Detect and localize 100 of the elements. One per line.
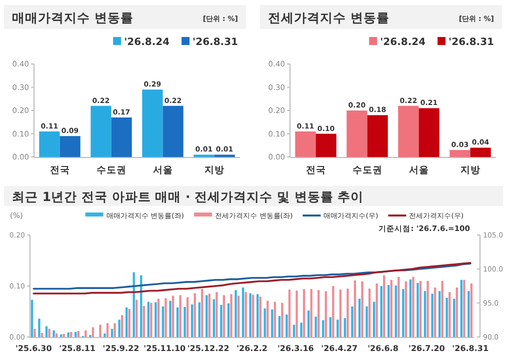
bar (307, 310, 310, 337)
bar (404, 281, 408, 337)
bar (390, 280, 392, 337)
bar (300, 322, 302, 337)
bar (336, 320, 339, 337)
bar (470, 283, 473, 337)
bar (346, 288, 349, 337)
bar (70, 332, 72, 337)
bar (34, 328, 36, 337)
bar (316, 134, 336, 157)
bar (191, 304, 194, 337)
bar (278, 316, 281, 337)
bar (264, 308, 266, 337)
bar (176, 307, 179, 337)
bar (179, 295, 182, 337)
bar (52, 330, 55, 337)
bar (128, 308, 130, 337)
bar (412, 276, 414, 337)
bar (256, 294, 259, 337)
bar (419, 280, 422, 337)
bar (147, 302, 150, 337)
bar (142, 306, 145, 337)
bar (446, 298, 448, 337)
bar (468, 291, 470, 337)
bar (111, 117, 132, 157)
chart-title: 전세가격지수 변동률 (268, 10, 390, 25)
bar (346, 110, 368, 157)
bar (463, 280, 466, 337)
bar (314, 316, 317, 337)
legend-item: '26.8.31 (438, 37, 494, 48)
bar (237, 296, 240, 337)
bar (142, 90, 163, 157)
bar (450, 150, 470, 157)
bar (426, 280, 429, 337)
bar (162, 106, 184, 157)
bar (441, 280, 444, 337)
bar (351, 306, 354, 337)
bar (344, 318, 346, 337)
bar (92, 327, 94, 337)
bar (310, 289, 312, 337)
bar (206, 295, 208, 337)
bar (216, 292, 218, 337)
bar (136, 300, 138, 337)
bar (448, 292, 451, 337)
bar (367, 115, 388, 157)
bar (332, 286, 334, 337)
chart-title: 매매가격지수 변동률 (12, 10, 134, 25)
x-tick-label: 지방 (204, 165, 224, 176)
bar (106, 323, 109, 337)
bar (409, 279, 412, 337)
bar (266, 300, 269, 337)
x-tick-label: '26.7.20 (408, 344, 446, 353)
bar (296, 290, 298, 337)
bar (45, 326, 48, 337)
bar (431, 294, 434, 337)
x-tick-label: '26.6.8 (368, 344, 399, 353)
bar (172, 296, 174, 337)
bar (110, 328, 114, 337)
bar (118, 320, 120, 337)
x-tick-label: 전국 (306, 165, 326, 176)
legend-label: '26.8.24 (124, 37, 170, 48)
bar (302, 289, 306, 337)
bar (230, 294, 232, 337)
bar (288, 290, 291, 337)
x-tick-label: '25.6.30 (15, 344, 52, 353)
bar (368, 288, 371, 337)
bar (157, 298, 160, 337)
bar (361, 281, 364, 337)
bar (438, 291, 441, 337)
bar (242, 288, 244, 337)
bar (48, 328, 50, 337)
x-tick-label: 수도권 (352, 165, 382, 176)
bar (249, 293, 252, 337)
bar (227, 303, 230, 337)
bar (194, 293, 196, 337)
legend-item: '26.8.24 (369, 37, 426, 48)
bar (372, 302, 376, 337)
bar (234, 290, 237, 337)
bar (470, 148, 491, 157)
bar (453, 298, 456, 337)
bar (383, 275, 386, 337)
x-tick-label: '26.3.16 (277, 344, 314, 353)
bar (252, 294, 254, 337)
x-tick-label: 서울 (152, 165, 173, 176)
x-tick-label: '25.11.10 (144, 344, 186, 353)
bar (354, 280, 356, 337)
bar (244, 292, 247, 337)
bar (329, 317, 332, 337)
x-tick-label: '26.8.31 (452, 344, 489, 353)
bar (456, 288, 458, 337)
bar (38, 318, 40, 337)
bar (198, 302, 200, 337)
x-tick-label: '25.8.11 (59, 344, 96, 353)
bar (388, 284, 390, 337)
bar (30, 300, 34, 337)
bar (104, 333, 106, 337)
legend-label: '26.8.31 (192, 37, 238, 48)
bar (416, 282, 419, 337)
bar (424, 291, 426, 337)
bar (394, 285, 397, 337)
